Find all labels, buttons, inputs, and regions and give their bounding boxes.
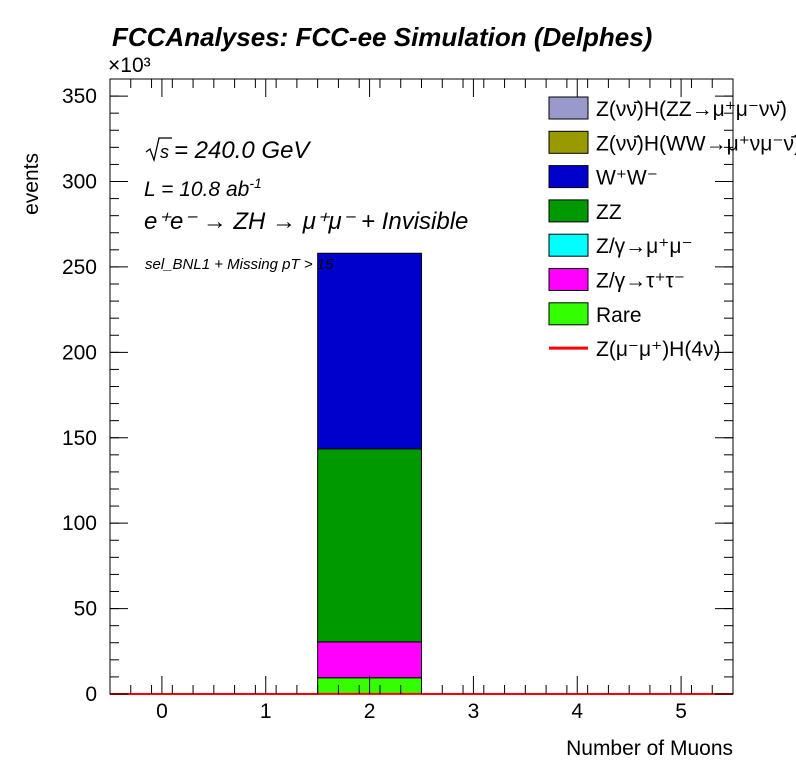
- y-tick-label: 0: [85, 683, 97, 706]
- x-tick-label: 3: [468, 700, 480, 723]
- x-axis-label: Number of Muons: [566, 737, 733, 760]
- sqrt-s-variable: s: [160, 142, 169, 162]
- x-tick-label: 4: [571, 700, 583, 723]
- legend-entry: Z(νν̄)H(WW→μ⁺νμ⁻ν̄): [548, 130, 796, 155]
- legend-entry: W⁺W⁻: [548, 165, 658, 190]
- y-tick-label: 50: [74, 598, 97, 621]
- process-annotation: e⁺e⁻ → ZH → μ⁺μ⁻ + Invisible: [144, 208, 468, 235]
- sqrt-s-annotation: s = 240.0 GeV: [145, 137, 311, 164]
- legend-entry: Rare: [548, 302, 642, 327]
- legend-swatch: [548, 233, 589, 257]
- luminosity-annotation: L = 10.8 ab-1: [144, 175, 262, 201]
- chart-title: FCCAnalyses: FCC-ee Simulation (Delphes): [112, 22, 652, 52]
- luminosity-exponent: -1: [249, 175, 261, 191]
- x-tick-label: 0: [156, 700, 168, 723]
- sqrt-symbol: [145, 137, 172, 163]
- legend-entry: ZZ: [548, 199, 622, 224]
- selection-annotation: sel_BNL1 + Missing pT > 15: [145, 256, 334, 273]
- legend-swatch: [548, 96, 589, 120]
- legend-label: Z(νν̄)H(ZZ→μ⁺μ⁻νν̄): [596, 98, 787, 121]
- bar-w-w--bin-2: [317, 252, 422, 450]
- legend-label: Rare: [596, 304, 642, 327]
- luminosity-value: L = 10.8 ab: [144, 178, 250, 201]
- legend-label: Z/γ→τ⁺τ⁻: [596, 270, 685, 293]
- bar-zz-bin-2: [317, 448, 422, 643]
- legend-entry: Z/γ→τ⁺τ⁻: [548, 268, 685, 293]
- legend-label: Z(μ⁻μ⁺)H(4ν): [596, 338, 721, 361]
- annotations: s = 240.0 GeV L = 10.8 ab-1 e⁺e⁻ → ZH → …: [144, 137, 468, 273]
- x-tick-label: 1: [260, 700, 272, 723]
- legend-swatch: [548, 199, 589, 223]
- legend-swatch: [548, 130, 589, 154]
- legend-swatch: [548, 268, 589, 291]
- legend-entry: Z(νν̄)H(ZZ→μ⁺μ⁻νν̄): [548, 96, 787, 121]
- y-tick-label: 200: [62, 341, 97, 364]
- legend-label: Z/γ→μ⁺μ⁻: [596, 235, 693, 258]
- legend-label: W⁺W⁻: [596, 167, 658, 190]
- y-tick-label: 350: [62, 85, 97, 108]
- bars: [317, 252, 422, 695]
- y-tick-label: 250: [62, 256, 97, 279]
- legend-entry: Z(μ⁻μ⁺)H(4ν): [549, 338, 721, 361]
- sqrt-s-value: = 240.0 GeV: [174, 137, 311, 164]
- legend-label: ZZ: [596, 201, 622, 224]
- legend-entry: Z/γ→μ⁺μ⁻: [548, 233, 693, 258]
- legend-label: Z(νν̄)H(WW→μ⁺νμ⁻ν̄): [596, 132, 796, 155]
- bar-z--bin-2: [317, 641, 422, 679]
- legend: Z(νν̄)H(ZZ→μ⁺μ⁻νν̄) Z(νν̄)H(WW→μ⁺νμ⁻ν̄) W⁺…: [548, 96, 796, 361]
- y-tick-label: 300: [62, 171, 97, 194]
- legend-swatch: [548, 302, 589, 326]
- y-tick-label: 100: [62, 512, 97, 535]
- y-axis-label: events: [20, 153, 43, 215]
- x-tick-label: 5: [675, 700, 687, 723]
- y-tick-label: 150: [62, 427, 97, 450]
- legend-swatch: [548, 165, 589, 189]
- y-multiplier: ×10³: [108, 54, 151, 77]
- x-tick-label: 2: [364, 700, 376, 723]
